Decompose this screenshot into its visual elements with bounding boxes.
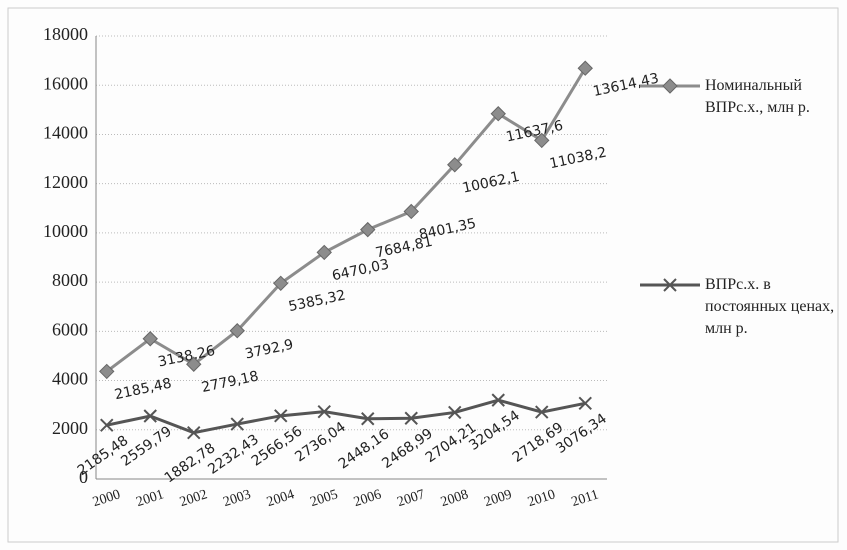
marker (273, 275, 289, 292)
marker (578, 396, 592, 410)
marker (360, 221, 376, 238)
marker (143, 409, 157, 423)
legend-label: Номинальный ВПРс.х., млн р. (705, 77, 810, 116)
marker (491, 393, 505, 407)
x-tick-label: 2004 (265, 487, 296, 510)
y-tick-label: 12000 (43, 172, 88, 192)
marker (317, 404, 331, 419)
y-tick-label: 16000 (43, 73, 88, 93)
marker (229, 323, 245, 339)
marker (663, 278, 677, 292)
marker (186, 356, 202, 372)
data-label: 3792,9 (244, 337, 295, 363)
y-tick-label: 4000 (52, 369, 88, 389)
marker (447, 157, 463, 173)
marker (230, 417, 244, 431)
marker (187, 425, 201, 440)
marker (142, 331, 158, 347)
marker (535, 405, 549, 419)
y-tick-label: 0 (79, 467, 88, 487)
marker (99, 363, 115, 380)
x-tick-label: 2005 (309, 487, 340, 510)
marker (100, 418, 114, 432)
x-tick-label: 2001 (135, 487, 166, 510)
marker (577, 60, 593, 76)
data-label: 10062,1 (461, 169, 521, 197)
data-label: 2185,48 (113, 376, 173, 404)
data-label: 8401,35 (418, 216, 478, 244)
marker (361, 412, 375, 426)
x-tick-label: 2003 (222, 487, 253, 510)
x-tick-label: 2007 (396, 487, 427, 510)
y-tick-label: 8000 (52, 270, 88, 290)
x-tick-label: 2000 (91, 487, 122, 510)
x-tick-label: 2011 (570, 487, 601, 510)
x-tick-label: 2006 (352, 487, 383, 510)
x-tick-label: 2002 (178, 487, 209, 510)
marker (534, 132, 550, 149)
data-label: 2779,18 (200, 368, 260, 396)
x-tick-label: 2010 (526, 487, 557, 510)
y-tick-label: 6000 (52, 319, 88, 339)
marker (403, 203, 419, 220)
series-line (106, 398, 586, 435)
marker (662, 78, 678, 94)
x-tick-label: 2009 (483, 487, 514, 510)
y-tick-label: 18000 (43, 24, 88, 44)
marker (316, 244, 332, 261)
y-tick-label: 14000 (43, 123, 88, 143)
data-label: 11038,2 (548, 145, 608, 173)
y-tick-label: 2000 (52, 418, 88, 438)
legend-label: ВПРс.х. в постоянных ценах, млн р. (705, 276, 835, 337)
x-tick-label: 2008 (439, 487, 470, 510)
marker (274, 409, 288, 423)
y-tick-label: 10000 (43, 221, 88, 241)
marker (404, 411, 418, 425)
frame (7, 7, 839, 543)
data-label: 6470,03 (331, 257, 391, 285)
data-label: 5385,32 (287, 287, 347, 315)
marker (490, 106, 506, 122)
series-line (105, 67, 587, 373)
marker (448, 405, 462, 420)
